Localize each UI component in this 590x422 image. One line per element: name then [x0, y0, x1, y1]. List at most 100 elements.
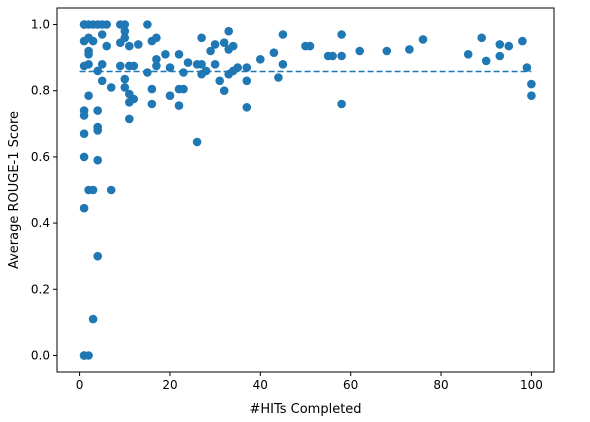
data-point: [355, 46, 365, 56]
data-point: [179, 84, 188, 94]
data-point: [522, 63, 532, 72]
data-point: [278, 30, 288, 39]
data-point: [215, 76, 224, 86]
data-point: [206, 46, 215, 56]
data-point: [84, 91, 93, 100]
data-point: [84, 50, 93, 59]
data-point: [129, 94, 139, 104]
data-point: [134, 40, 143, 49]
data-point: [337, 51, 346, 61]
data-point: [125, 41, 134, 51]
data-point: [197, 60, 206, 69]
data-point: [152, 61, 161, 71]
data-point: [120, 83, 130, 92]
data-point: [143, 68, 152, 77]
data-point: [242, 63, 252, 72]
data-point: [328, 51, 337, 61]
data-point: [382, 46, 392, 56]
data-point: [106, 83, 116, 92]
y-tick-label: 0.2: [31, 282, 50, 296]
data-point: [125, 114, 134, 124]
data-point: [97, 76, 107, 86]
y-tick-label: 0.4: [31, 216, 50, 230]
data-point: [224, 26, 233, 36]
data-point: [463, 50, 473, 59]
data-point: [79, 152, 89, 162]
data-point: [147, 84, 157, 94]
x-tick-label: 20: [162, 378, 177, 392]
data-point: [165, 91, 175, 100]
data-point: [274, 73, 283, 82]
y-axis-label: Average ROUGE-1 Score: [7, 111, 22, 269]
data-point: [504, 41, 514, 51]
x-tick-label: 100: [520, 378, 543, 392]
data-point: [305, 41, 315, 51]
data-point: [93, 251, 102, 261]
data-point: [165, 63, 175, 72]
data-point: [102, 41, 111, 51]
data-point: [527, 91, 536, 100]
data-point: [183, 58, 193, 67]
data-point: [120, 26, 130, 36]
data-point: [88, 314, 98, 324]
data-point: [228, 41, 238, 51]
data-point: [481, 56, 491, 66]
x-tick-label: 0: [76, 378, 84, 392]
data-point: [269, 48, 279, 57]
y-tick-label: 1.0: [31, 18, 50, 32]
data-point: [242, 76, 252, 86]
data-point: [143, 20, 152, 29]
data-point: [337, 30, 346, 39]
data-point: [477, 33, 487, 43]
data-point: [79, 129, 89, 138]
data-point: [97, 60, 107, 69]
data-point: [93, 155, 102, 165]
data-point: [518, 36, 527, 46]
data-point: [129, 61, 139, 71]
data-point: [152, 33, 161, 43]
data-point: [219, 38, 229, 47]
data-point: [495, 40, 505, 49]
x-tick-label: 60: [343, 378, 358, 392]
data-point: [242, 103, 252, 112]
data-point: [405, 45, 414, 54]
data-point: [120, 74, 130, 84]
data-point: [278, 60, 288, 69]
data-point: [79, 111, 89, 120]
data-point: [84, 60, 93, 69]
data-point: [210, 60, 220, 69]
data-point: [88, 185, 98, 195]
x-tick-label: 40: [253, 378, 268, 392]
data-point: [174, 101, 184, 110]
data-point: [147, 99, 157, 109]
data-point: [120, 20, 130, 29]
data-point: [161, 50, 170, 59]
x-tick-label: 80: [433, 378, 448, 392]
data-point: [93, 126, 102, 135]
data-point: [97, 30, 107, 39]
data-point: [219, 86, 229, 95]
data-point: [179, 68, 188, 77]
x-axis-label: #HITs Completed: [249, 402, 361, 417]
data-point: [106, 185, 116, 195]
data-point: [102, 20, 111, 29]
data-point: [495, 51, 505, 61]
data-point: [84, 351, 93, 360]
plot-area-frame: [56, 7, 555, 373]
data-point: [174, 50, 184, 59]
data-point: [88, 36, 98, 46]
data-point: [337, 99, 346, 109]
data-point: [210, 40, 220, 49]
data-point: [93, 106, 102, 115]
data-point: [79, 203, 89, 213]
data-point: [120, 33, 130, 43]
data-point: [255, 55, 265, 64]
y-tick-label: 0.8: [31, 84, 50, 98]
y-tick-label: 0.6: [31, 150, 50, 164]
data-point: [152, 55, 161, 64]
data-point: [418, 35, 428, 44]
data-point: [116, 61, 125, 71]
data-point: [527, 79, 536, 89]
